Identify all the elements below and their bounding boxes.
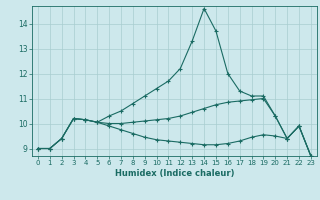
- X-axis label: Humidex (Indice chaleur): Humidex (Indice chaleur): [115, 169, 234, 178]
